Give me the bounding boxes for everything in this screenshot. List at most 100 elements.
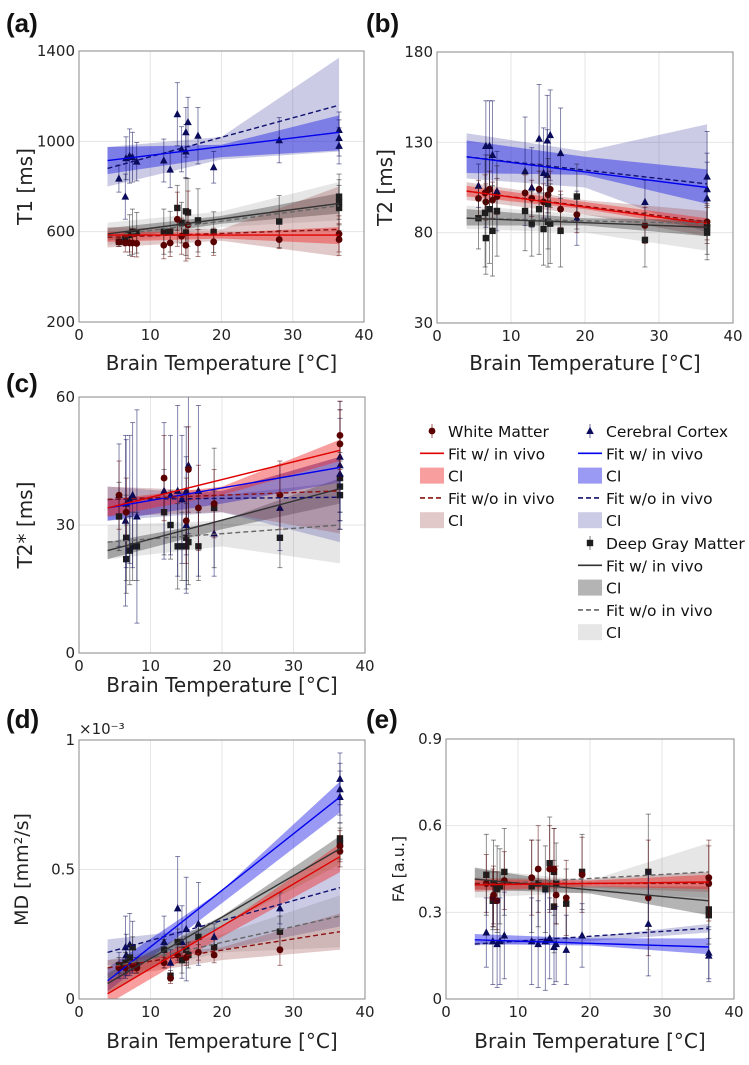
cerebral-cortex-data-point (194, 131, 202, 139)
deep-gray-matter-data-point (521, 207, 529, 215)
x-tick-label: 10 (141, 326, 160, 344)
deep-gray-matter-fit-without-in-vivo (107, 205, 340, 237)
deep-gray-matter-data-point (129, 944, 136, 951)
cerebral-cortex-data-point (166, 958, 175, 966)
cerebral-cortex-data-point (115, 174, 123, 182)
white-matter-fit-without-in-vivo (107, 490, 341, 501)
cerebral-cortex-data-point (703, 194, 711, 202)
cerebral-cortex-data-point (705, 951, 713, 959)
deep-gray-matter-fit-without-in-vivo (474, 871, 709, 886)
deep-gray-matter-data-point (540, 225, 547, 233)
white-matter-fit-with-in-vivo (107, 449, 341, 509)
legend-cerebral-cortex-ci-with-swatch (578, 467, 602, 484)
cerebral-cortex-data-point (552, 939, 560, 948)
y-scale-exponent: ×10⁻³ (79, 720, 125, 738)
legend-white-matter-ci-with-swatch (420, 467, 444, 484)
white-matter-data-point (160, 241, 168, 249)
white-matter-data-point (210, 951, 218, 959)
cerebral-cortex-data-point (173, 904, 182, 912)
plot-area (474, 813, 713, 991)
x-tick-label: 20 (212, 326, 231, 344)
legend-label: Fit w/ in vivo (606, 445, 703, 463)
white-matter-data-point (210, 500, 218, 508)
cerebral-cortex-ci-with-band (107, 781, 340, 992)
cerebral-cortex-data-point (485, 141, 494, 149)
y-axis-label: T1 [ms] (13, 148, 37, 226)
cerebral-cortex-fit-with-in-vivo (474, 939, 709, 948)
cerebral-cortex-fit-without-in-vivo (107, 496, 340, 501)
panel-e: 0 10 20 30 40 0 0.3 0.6 0.9 Brain Temperature [°C… (366, 704, 744, 1053)
x-axis-label: Brain Temperature [°C] (474, 1029, 705, 1053)
deep-gray-matter-data-point (489, 227, 496, 235)
panel-label: (a) (6, 8, 38, 38)
legend-label: Fit w/ in vivo (448, 445, 545, 463)
cerebral-cortex-data-point (482, 928, 491, 936)
white-matter-fit-without-in-vivo (107, 930, 341, 969)
cerebral-cortex-data-point (194, 919, 203, 927)
plot-area (107, 752, 344, 999)
deep-gray-matter-data-point (276, 928, 284, 935)
deep-gray-matter-data-point (174, 938, 181, 946)
y-tick-label: 1000 (37, 132, 75, 150)
plot-frame (78, 396, 366, 654)
x-tick-label: 40 (723, 327, 742, 345)
legend-deep-gray-matter-ci-without-swatch (578, 624, 602, 641)
x-axis-label: Brain Temperature [°C] (469, 351, 700, 375)
deep-gray-matter-data-point (535, 205, 543, 213)
y-tick-label: 1400 (37, 42, 75, 60)
cerebral-cortex-data-point (500, 931, 509, 939)
cerebral-cortex-data-point (641, 197, 649, 205)
plot-frame (78, 50, 365, 323)
white-matter-data-point (552, 891, 560, 899)
cerebral-cortex-ci-without-band (466, 124, 708, 233)
deep-gray-matter-data-point (557, 227, 564, 235)
white-matter-data-point (275, 236, 283, 243)
legend-white-matter-marker (428, 427, 436, 435)
y-tick-label: 600 (46, 223, 75, 241)
legend: White Matter Fit w/ in vivo CI Fit w/o in v… (420, 423, 745, 642)
y-tick-label: 30 (56, 516, 75, 534)
cerebral-cortex-data-point (335, 141, 343, 149)
legend-label: Fit w/ in vivo (606, 557, 703, 575)
cerebral-cortex-data-point (276, 904, 284, 912)
legend-label: Cerebral Cortex (606, 423, 728, 441)
white-matter-data-point (115, 238, 123, 246)
x-tick-label: 30 (652, 1003, 671, 1021)
plot-frame (78, 739, 366, 1000)
white-matter-data-point (578, 871, 586, 879)
white-matter-data-point (528, 874, 536, 882)
y-tick-label: 200 (46, 313, 75, 331)
x-tick-label: 30 (284, 657, 303, 675)
plot-area (466, 84, 711, 277)
cerebral-cortex-data-point (543, 170, 552, 178)
white-matter-data-point (122, 508, 130, 516)
white-matter-data-point (276, 946, 284, 954)
legend-label: Fit w/o in vivo (606, 602, 713, 620)
legend-label: CI (606, 624, 621, 642)
y-tick-label: 0.9 (418, 730, 442, 748)
y-axis-label: MD [mm²/s] (11, 813, 33, 926)
deep-gray-matter-data-point (185, 538, 192, 546)
x-axis-label: Brain Temperature [°C] (106, 673, 337, 697)
legend-label: Fit w/o in vivo (606, 490, 713, 508)
x-tick-label: 0 (74, 657, 84, 675)
legend-label: CI (606, 580, 621, 598)
y-tick-label: 80 (414, 224, 433, 242)
deep-gray-matter-data-point (486, 205, 493, 213)
x-axis-label: Brain Temperature [°C] (106, 351, 337, 375)
plot-frame (445, 738, 735, 1000)
x-tick-label: 30 (284, 1003, 303, 1021)
deep-gray-matter-data-point (493, 207, 501, 215)
y-tick-label: 0.5 (51, 861, 75, 879)
cerebral-cortex-fit-without-in-vivo (107, 104, 340, 170)
panel-d: 0 10 20 30 40 0 0.5 1 Brain Temperature [°C] MD [… (6, 704, 375, 1053)
panel-b: 0 10 20 30 40 30 80 130 180 Brain Temperature [°C… (366, 8, 743, 375)
legend-cerebral-cortex-marker (586, 426, 594, 434)
cerebral-cortex-data-point (132, 157, 141, 165)
deep-gray-matter-data-point (641, 236, 649, 244)
deep-gray-matter-data-point (178, 956, 186, 964)
legend-cerebral-cortex-ci-without-swatch (578, 512, 602, 529)
deep-gray-matter-fit-with-in-vivo (474, 878, 709, 902)
cerebral-cortex-fit-with-in-vivo (466, 156, 708, 189)
